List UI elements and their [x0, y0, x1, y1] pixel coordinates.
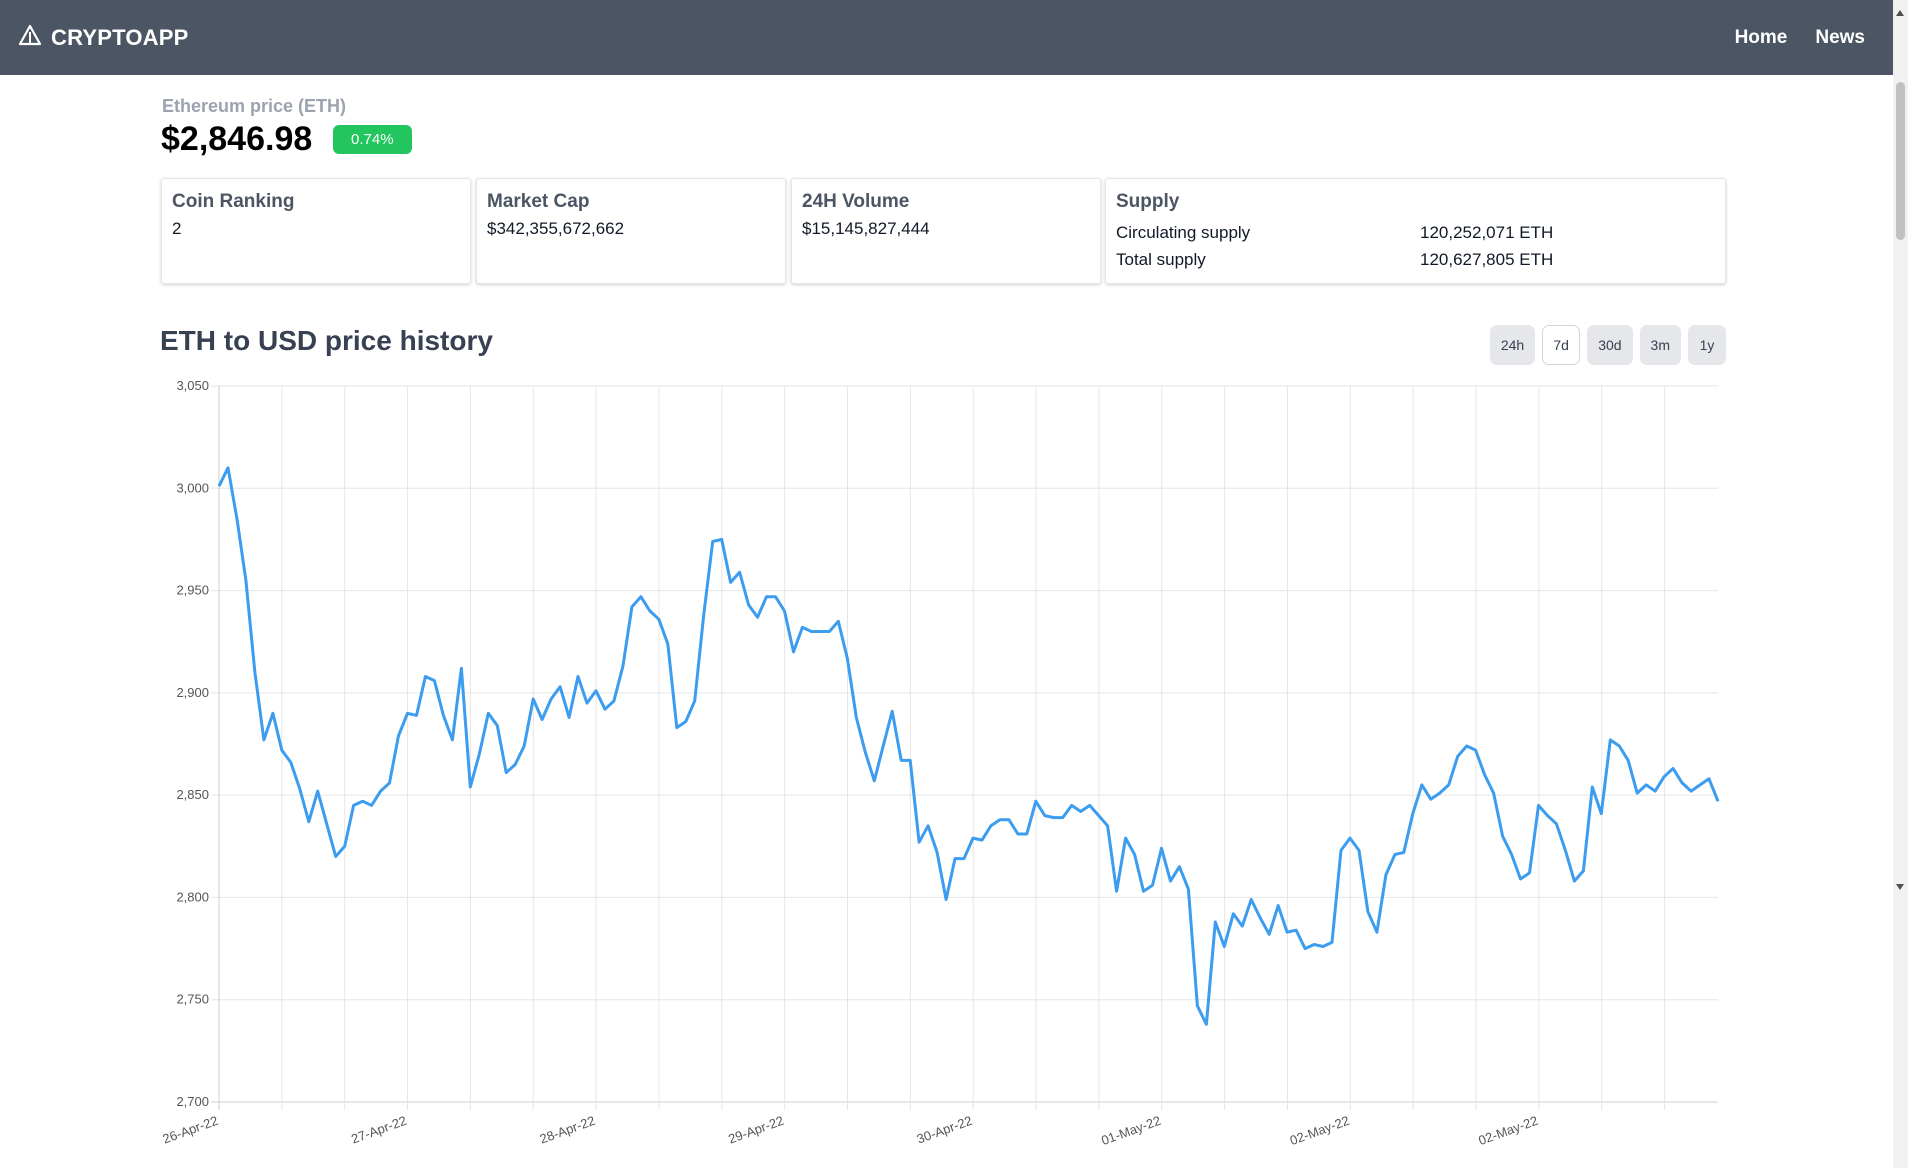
brand-name: CRYPTOAPP — [51, 24, 189, 50]
market-cap-card: Market Cap $342,355,672,662 — [476, 178, 786, 284]
y-tick-label: 2,800 — [176, 889, 209, 904]
supply-card: Supply Circulating supply 120,252,071 ET… — [1105, 178, 1726, 284]
price-change-badge: 0.74% — [333, 125, 412, 154]
page-scrollbar[interactable] — [1893, 0, 1908, 1168]
circulating-supply-label: Circulating supply — [1116, 223, 1251, 242]
card-value: $15,145,827,444 — [802, 219, 930, 238]
volume-card: 24H Volume $15,145,827,444 — [791, 178, 1101, 284]
nav-links: Home News — [1735, 27, 1873, 49]
card-value: 2 — [172, 219, 182, 238]
x-tick-label: 26-Apr-22 — [161, 1113, 220, 1147]
x-tick-label: 29-Apr-22 — [726, 1113, 785, 1147]
price-series-line — [217, 466, 1720, 1026]
range-24h-button[interactable]: 24h — [1489, 325, 1536, 365]
y-tick-label: 3,000 — [176, 480, 209, 495]
range-1y-button[interactable]: 1y — [1688, 325, 1726, 365]
card-title: Supply — [1116, 191, 1180, 212]
navbar: CRYPTOAPP Home News — [0, 0, 1893, 75]
total-supply-label: Total supply — [1116, 250, 1206, 269]
chart-title: ETH to USD price history — [160, 325, 493, 356]
circulating-supply-row: Circulating supply 120,252,071 ETH — [1116, 219, 1715, 246]
range-3m-button[interactable]: 3m — [1639, 325, 1681, 365]
scroll-down-arrow-icon[interactable] — [1896, 884, 1904, 890]
card-title: Coin Ranking — [172, 191, 295, 212]
card-title: Market Cap — [487, 191, 590, 212]
y-tick-label: 2,850 — [176, 787, 209, 802]
triangle-logo-icon — [18, 24, 42, 51]
nav-home-link[interactable]: Home — [1734, 26, 1788, 48]
x-tick-label: 30-Apr-22 — [915, 1113, 974, 1147]
current-price: $2,846.98 — [161, 120, 313, 158]
x-tick-label: 01-May-22 — [1099, 1113, 1163, 1148]
y-tick-label: 2,750 — [176, 992, 209, 1007]
y-tick-label: 2,950 — [176, 583, 209, 598]
y-tick-label: 3,050 — [176, 378, 209, 393]
range-30d-button[interactable]: 30d — [1587, 325, 1633, 365]
coin-ranking-card: Coin Ranking 2 — [161, 178, 471, 284]
range-7d-button[interactable]: 7d — [1542, 325, 1581, 365]
time-range-selector: 24h 7d 30d 3m 1y — [1489, 325, 1726, 365]
x-tick-label: 27-Apr-22 — [349, 1113, 408, 1147]
total-supply-value: 120,627,805 ETH — [1420, 250, 1554, 269]
x-tick-label: 02-May-22 — [1288, 1113, 1352, 1148]
circulating-supply-value: 120,252,071 ETH — [1420, 223, 1554, 242]
x-tick-label: 28-Apr-22 — [538, 1113, 597, 1147]
scroll-thumb[interactable] — [1896, 82, 1905, 240]
scroll-up-arrow-icon[interactable] — [1896, 10, 1904, 16]
x-tick-label: 02-May-22 — [1476, 1113, 1540, 1148]
price-label: Ethereum price (ETH) — [162, 96, 347, 116]
card-value: $342,355,672,662 — [487, 219, 625, 238]
y-tick-label: 2,700 — [176, 1094, 209, 1109]
y-tick-label: 2,900 — [176, 685, 209, 700]
brand[interactable]: CRYPTOAPP — [18, 24, 189, 51]
nav-news-link[interactable]: News — [1815, 26, 1865, 48]
total-supply-row: Total supply 120,627,805 ETH — [1116, 246, 1715, 273]
card-title: 24H Volume — [802, 191, 910, 212]
